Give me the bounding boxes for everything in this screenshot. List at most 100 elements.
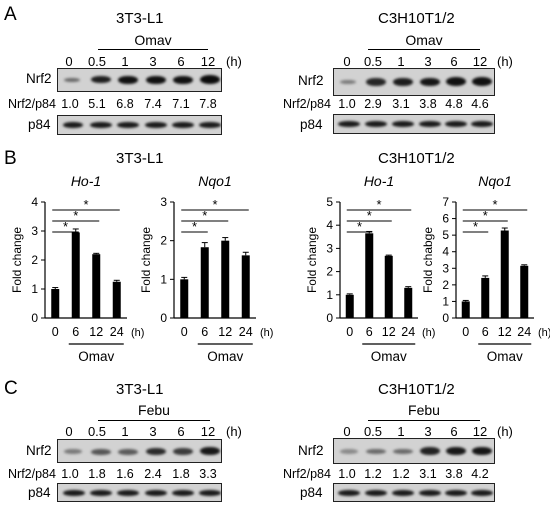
cell-line-title: C3H10T1/2 — [378, 10, 455, 27]
lane-label: 3 — [149, 424, 157, 439]
treatment-label: Omav — [487, 349, 523, 364]
time-unit-label: (h) — [497, 424, 513, 439]
treatment-label: Omav — [134, 32, 172, 48]
bar — [180, 279, 189, 318]
y-tick-label: 2 — [326, 265, 333, 279]
bar — [241, 255, 250, 318]
bar — [461, 301, 470, 318]
band — [172, 490, 194, 496]
lane-label: 0.5 — [87, 424, 107, 439]
y-tick-label: 3 — [160, 195, 167, 209]
significance-star: * — [357, 219, 362, 234]
treatment-label: Omav — [405, 32, 443, 48]
cell-line-title: 3T3-L1 — [116, 10, 164, 27]
panel-letter-c: C — [4, 378, 18, 399]
significance-star: * — [483, 208, 488, 223]
band — [446, 447, 466, 455]
band — [200, 447, 220, 455]
y-tick-label: 7 — [442, 195, 449, 209]
ratio-value: 2.4 — [144, 467, 162, 481]
band — [172, 122, 194, 128]
significance-star: * — [367, 208, 372, 223]
ratio-value: 1.6 — [116, 467, 134, 481]
x-tick-label: 12 — [498, 325, 512, 339]
ratio-value: 4.6 — [471, 97, 489, 111]
lane-label: 1 — [397, 424, 405, 439]
p84-row-label: p84 — [28, 117, 51, 132]
bar — [384, 255, 393, 318]
y-tick-label: 3 — [442, 261, 449, 275]
significance-star: * — [63, 219, 68, 234]
band — [173, 76, 193, 84]
x-tick-label: 0 — [52, 325, 59, 339]
band — [393, 78, 413, 86]
nrf2-blot-strip — [57, 439, 222, 463]
lane-label: 1 — [397, 54, 405, 69]
x-tick-label: 12 — [89, 325, 103, 339]
chart-title: Nqo1 — [198, 173, 231, 189]
lane-label: 6 — [177, 424, 185, 439]
lane-label: 12 — [200, 54, 216, 69]
y-axis-label: Fold chabge — [421, 227, 435, 293]
ratio-label: Nrf2/p84 — [8, 467, 56, 481]
lane-label: 1 — [121, 54, 129, 69]
bar — [200, 247, 209, 318]
significance-star: * — [492, 197, 497, 212]
band — [90, 490, 112, 496]
y-tick-label: 2 — [442, 278, 449, 292]
band — [63, 490, 85, 496]
y-tick-label: 0 — [31, 311, 38, 325]
band — [146, 76, 166, 84]
band — [91, 449, 111, 455]
ratio-value: 4.2 — [471, 467, 489, 481]
band — [63, 122, 83, 128]
band — [472, 77, 492, 86]
band — [118, 76, 138, 84]
y-tick-label: 1 — [442, 294, 449, 308]
ratio-label: Nrf2/p84 — [8, 97, 56, 111]
band — [91, 76, 111, 83]
lane-label: 0 — [65, 54, 73, 69]
x-tick-label: 6 — [201, 325, 208, 339]
y-axis-label: Fold change — [10, 227, 24, 293]
ratio-value: 7.1 — [172, 97, 190, 111]
x-tick-label: 24 — [239, 325, 253, 339]
ratio-value: 1.8 — [172, 467, 190, 481]
cell-line-title: 3T3-L1 — [116, 381, 164, 398]
time-unit-label: (h) — [131, 327, 144, 339]
cell-line-title: C3H10T1/2 — [378, 150, 455, 167]
p84-row-label: p84 — [300, 485, 323, 500]
lane-label: 6 — [177, 54, 185, 69]
treatment-bracket — [368, 49, 480, 50]
y-tick-label: 0 — [326, 311, 333, 325]
time-unit-label: (h) — [260, 327, 273, 339]
ratio-value: 4.8 — [445, 97, 463, 111]
y-tick-label: 5 — [326, 195, 333, 209]
p84-row-label: p84 — [28, 485, 51, 500]
band — [365, 490, 387, 496]
treatment-label: Febu — [138, 402, 170, 418]
x-tick-label: 6 — [366, 325, 373, 339]
band — [420, 78, 440, 86]
band — [366, 449, 386, 454]
significance-star: * — [83, 197, 88, 212]
y-tick-label: 1 — [31, 282, 38, 296]
x-tick-label: 24 — [401, 325, 415, 339]
ratio-value: 2.9 — [364, 97, 382, 111]
y-tick-label: 1 — [326, 288, 333, 302]
lane-label: 3 — [424, 424, 432, 439]
ratio-value: 1.0 — [61, 467, 79, 481]
band — [199, 490, 221, 496]
y-tick-label: 0 — [442, 311, 449, 325]
x-tick-label: 12 — [382, 325, 396, 339]
lane-label: 1 — [121, 424, 129, 439]
y-tick-label: 3 — [326, 241, 333, 255]
band — [419, 121, 441, 127]
ratio-value: 1.2 — [392, 467, 410, 481]
treatment-label: Omav — [78, 349, 114, 364]
lane-label: 0 — [343, 54, 351, 69]
bar — [71, 232, 80, 318]
lane-label: 3 — [424, 54, 432, 69]
bar — [404, 287, 413, 318]
ratio-value: 3.1 — [419, 467, 437, 481]
